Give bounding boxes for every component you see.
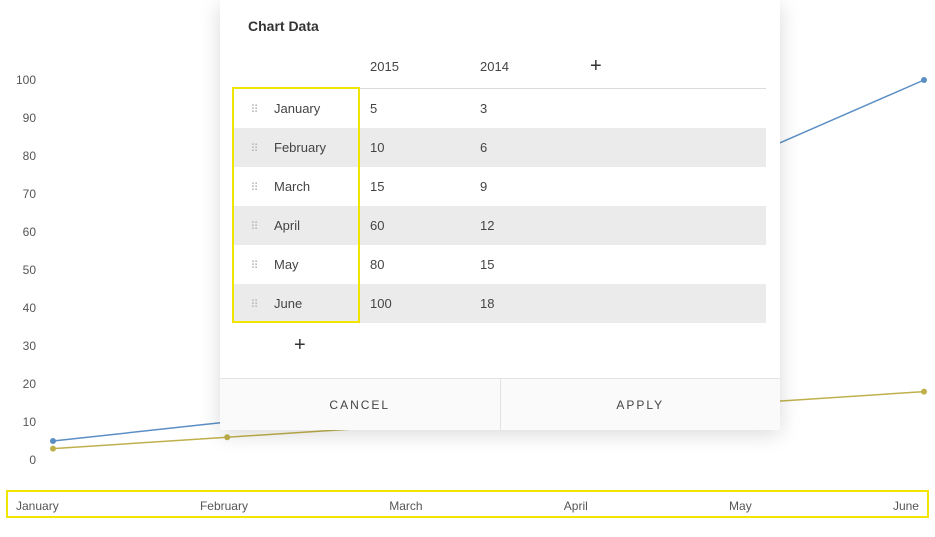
value-cell[interactable]: 6 [470,128,580,167]
row-label-cell[interactable]: March [264,167,360,206]
value-cell[interactable]: 3 [470,89,580,129]
value-cell[interactable]: 9 [470,167,580,206]
y-tick-label: 80 [23,149,36,163]
value-cell[interactable]: 5 [360,89,470,129]
data-table: 2015 2014 + ⠿January53⠿February106⠿March… [234,48,766,323]
row-label-cell[interactable]: February [264,128,360,167]
x-tick-label: March [389,499,422,513]
y-tick-label: 10 [23,415,36,429]
drag-handle[interactable]: ⠿ [234,245,264,284]
y-tick-label: 30 [23,339,36,353]
x-tick-label: January [16,499,59,513]
col-drag-header [234,48,264,89]
row-label-cell[interactable]: April [264,206,360,245]
row-label-cell[interactable]: May [264,245,360,284]
y-axis: 0102030405060708090100 [0,0,50,460]
series-marker [921,77,927,83]
y-tick-label: 0 [29,453,36,467]
x-tick-label: February [200,499,248,513]
value-cell[interactable]: 60 [360,206,470,245]
y-tick-label: 70 [23,187,36,201]
drag-handle[interactable]: ⠿ [234,167,264,206]
series-marker [50,438,56,444]
y-tick-label: 40 [23,301,36,315]
apply-button[interactable]: APPLY [501,379,781,430]
series-marker [921,389,927,395]
drag-handle[interactable]: ⠿ [234,206,264,245]
cancel-button[interactable]: CANCEL [220,379,501,430]
empty-cell [580,245,766,284]
drag-handle[interactable]: ⠿ [234,89,264,129]
dialog-title: Chart Data [220,0,780,48]
table-row: ⠿March159 [234,167,766,206]
value-cell[interactable]: 18 [470,284,580,323]
value-cell[interactable]: 12 [470,206,580,245]
y-tick-label: 60 [23,225,36,239]
value-cell[interactable]: 15 [470,245,580,284]
series-marker [50,446,56,452]
x-axis-highlight: January February March April May June [6,490,929,518]
col-add: + [580,48,766,89]
row-label-cell[interactable]: June [264,284,360,323]
empty-cell [580,167,766,206]
y-tick-label: 50 [23,263,36,277]
add-column-icon[interactable]: + [590,56,602,76]
value-cell[interactable]: 100 [360,284,470,323]
y-tick-label: 90 [23,111,36,125]
value-cell[interactable]: 15 [360,167,470,206]
col-series-0[interactable]: 2015 [360,48,470,89]
x-axis: January February March April May June [8,496,927,516]
empty-cell [580,206,766,245]
table-row: ⠿April6012 [234,206,766,245]
table-row: ⠿February106 [234,128,766,167]
value-cell[interactable]: 10 [360,128,470,167]
x-tick-label: April [564,499,588,513]
empty-cell [580,284,766,323]
series-marker [224,434,230,440]
table-row: ⠿June10018 [234,284,766,323]
value-cell[interactable]: 80 [360,245,470,284]
table-row: ⠿May8015 [234,245,766,284]
col-series-1[interactable]: 2014 [470,48,580,89]
empty-cell [580,89,766,129]
x-tick-label: June [893,499,919,513]
x-tick-label: May [729,499,752,513]
drag-handle[interactable]: ⠿ [234,128,264,167]
table-row: ⠿January53 [234,89,766,129]
add-row-icon[interactable]: + [294,335,306,355]
empty-cell [580,128,766,167]
col-month-header [264,48,360,89]
y-tick-label: 100 [16,73,36,87]
row-label-cell[interactable]: January [264,89,360,129]
y-tick-label: 20 [23,377,36,391]
chart-data-dialog: Chart Data 2015 2014 + ⠿January53⠿Februa… [220,0,780,430]
dialog-actions: CANCEL APPLY [220,378,780,430]
drag-handle[interactable]: ⠿ [234,284,264,323]
